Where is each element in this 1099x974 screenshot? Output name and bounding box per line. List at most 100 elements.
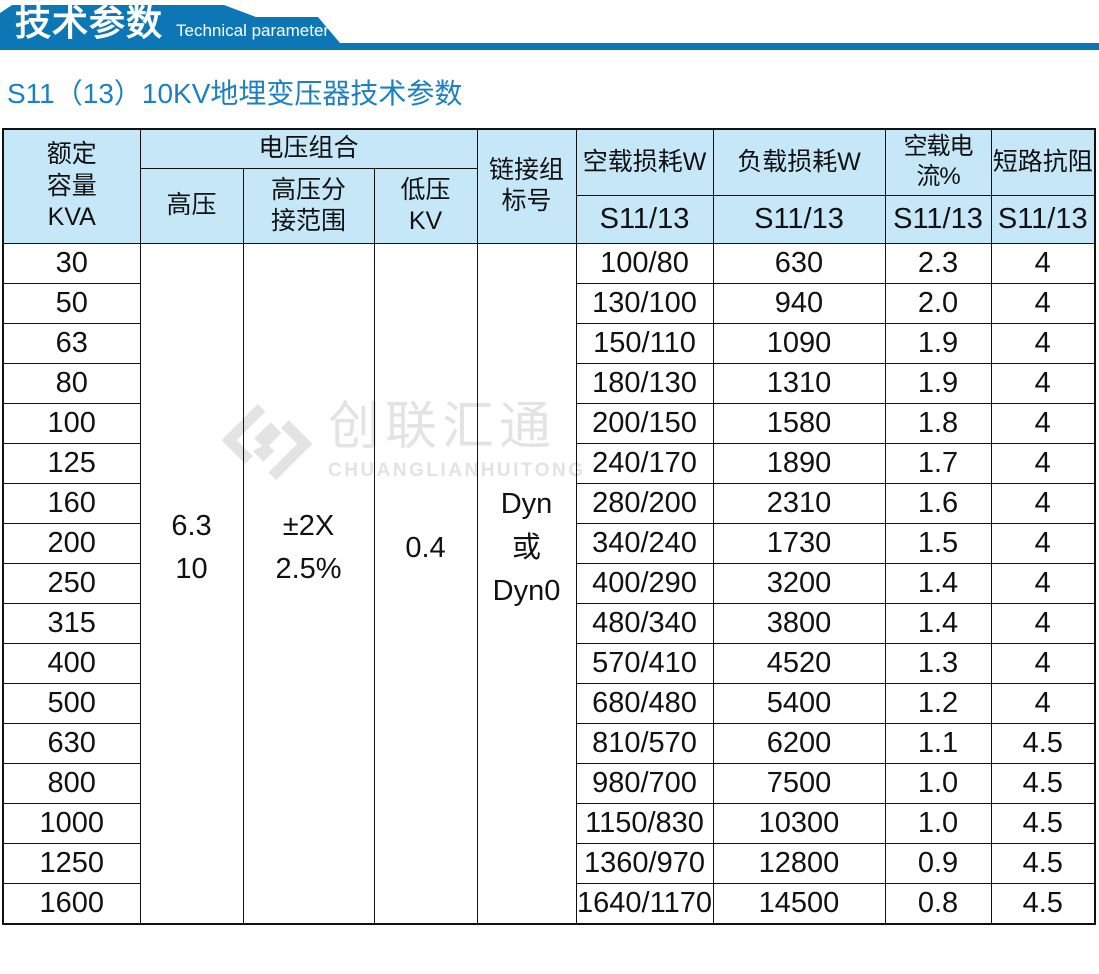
table-row: 315 480/340 3800 1.4 4: [2, 603, 1096, 645]
cell-no-load-loss: 480/340: [575, 603, 714, 645]
cell-capacity: 1600: [2, 883, 141, 925]
table-container: 创联汇通 CHUANGLIANHUITONG 额定 容量 KVA 电压组合 链接…: [2, 127, 1099, 925]
cell-load-loss: 7500: [712, 763, 886, 805]
cell-capacity: 250: [2, 563, 141, 605]
cell-no-load-current: 1.0: [884, 763, 992, 805]
cell-load-loss: 10300: [712, 803, 886, 845]
cell-no-load-loss: 280/200: [575, 483, 714, 525]
cell-capacity: 63: [2, 323, 141, 365]
cell-no-load-current: 2.3: [884, 243, 992, 285]
cell-impedance: 4: [990, 563, 1096, 605]
table-body: 30 6.3 10 ±2X 2.5% 0.4 Dyn 或 Dyn0 100/80 630 2.…: [2, 243, 1096, 925]
header-no-load-current: 空载电流%: [884, 128, 992, 197]
cell-capacity: 630: [2, 723, 141, 765]
cell-capacity: 200: [2, 523, 141, 565]
table-row: 125 240/170 1890 1.7 4: [2, 443, 1096, 485]
cell-no-load-current: 1.4: [884, 563, 992, 605]
cell-capacity: 50: [2, 283, 141, 325]
table-row: 800 980/700 7500 1.0 4.5: [2, 763, 1096, 805]
cell-no-load-loss: 180/130: [575, 363, 714, 405]
cell-capacity: 160: [2, 483, 141, 525]
cell-no-load-current: 1.8: [884, 403, 992, 445]
cell-no-load-loss: 680/480: [575, 683, 714, 725]
cell-no-load-loss: 810/570: [575, 723, 714, 765]
cell-impedance: 4: [990, 243, 1096, 285]
cell-capacity: 100: [2, 403, 141, 445]
cell-impedance: 4.5: [990, 843, 1096, 885]
header-model-load-loss: S11/13: [712, 195, 886, 245]
cell-load-loss: 1090: [712, 323, 886, 365]
cell-capacity: 1250: [2, 843, 141, 885]
cell-impedance: 4: [990, 323, 1096, 365]
header-model-impedance: S11/13: [990, 195, 1096, 245]
cell-load-loss: 5400: [712, 683, 886, 725]
cell-no-load-current: 1.4: [884, 603, 992, 645]
section-banner: 技术参数 Technical parameter: [0, 5, 1099, 50]
cell-load-loss: 630: [712, 243, 886, 285]
cell-load-loss: 12800: [712, 843, 886, 885]
cell-impedance: 4: [990, 683, 1096, 725]
cell-no-load-current: 1.6: [884, 483, 992, 525]
cell-no-load-loss: 240/170: [575, 443, 714, 485]
cell-load-loss: 14500: [712, 883, 886, 925]
page-title: S11（13）10KV地埋变压器技术参数: [7, 78, 463, 109]
table-row: 160 280/200 2310 1.6 4: [2, 483, 1096, 525]
cell-impedance: 4: [990, 523, 1096, 565]
cell-load-loss: 3200: [712, 563, 886, 605]
cell-capacity: 80: [2, 363, 141, 405]
cell-no-load-current: 1.5: [884, 523, 992, 565]
header-hv-tap: 高压分 接范围: [242, 168, 375, 245]
cell-lv-value: 0.4: [373, 243, 478, 925]
table-row: 1000 1150/830 10300 1.0 4.5: [2, 803, 1096, 845]
cell-no-load-loss: 980/700: [575, 763, 714, 805]
cell-no-load-loss: 130/100: [575, 283, 714, 325]
cell-no-load-loss: 570/410: [575, 643, 714, 685]
cell-capacity: 315: [2, 603, 141, 645]
cell-no-load-loss: 1150/830: [575, 803, 714, 845]
cell-impedance: 4: [990, 483, 1096, 525]
cell-impedance: 4.5: [990, 723, 1096, 765]
cell-no-load-loss: 340/240: [575, 523, 714, 565]
cell-no-load-current: 1.9: [884, 323, 992, 365]
cell-load-loss: 2310: [712, 483, 886, 525]
cell-impedance: 4: [990, 443, 1096, 485]
cell-no-load-current: 1.2: [884, 683, 992, 725]
cell-load-loss: 1310: [712, 363, 886, 405]
cell-no-load-current: 2.0: [884, 283, 992, 325]
cell-no-load-loss: 400/290: [575, 563, 714, 605]
cell-load-loss: 940: [712, 283, 886, 325]
cell-impedance: 4: [990, 363, 1096, 405]
cell-no-load-current: 0.9: [884, 843, 992, 885]
cell-load-loss: 4520: [712, 643, 886, 685]
header-model-no-load-loss: S11/13: [575, 195, 714, 245]
cell-capacity: 1000: [2, 803, 141, 845]
banner-subtitle-en: Technical parameter: [176, 21, 330, 40]
cell-no-load-loss: 200/150: [575, 403, 714, 445]
cell-impedance: 4: [990, 643, 1096, 685]
header-no-load-loss: 空载损耗W: [575, 128, 714, 197]
cell-hv-value: 6.3 10: [139, 243, 244, 925]
cell-no-load-current: 1.1: [884, 723, 992, 765]
cell-no-load-current: 1.7: [884, 443, 992, 485]
table-row: 30 6.3 10 ±2X 2.5% 0.4 Dyn 或 Dyn0 100/80 630 2.…: [2, 243, 1096, 925]
cell-impedance: 4.5: [990, 883, 1096, 925]
cell-impedance: 4: [990, 603, 1096, 645]
cell-no-load-loss: 150/110: [575, 323, 714, 365]
cell-no-load-current: 1.0: [884, 803, 992, 845]
table-row: 630 810/570 6200 1.1 4.5: [2, 723, 1096, 765]
cell-no-load-current: 1.3: [884, 643, 992, 685]
cell-capacity: 125: [2, 443, 141, 485]
table-row: 100 200/150 1580 1.8 4: [2, 403, 1096, 445]
cell-impedance: 4.5: [990, 803, 1096, 845]
cell-capacity: 400: [2, 643, 141, 685]
cell-capacity: 500: [2, 683, 141, 725]
cell-impedance: 4: [990, 403, 1096, 445]
header-model-no-load-current: S11/13: [884, 195, 992, 245]
table-row: 200 340/240 1730 1.5 4: [2, 523, 1096, 565]
header-hv: 高压: [139, 168, 244, 245]
cell-load-loss: 1890: [712, 443, 886, 485]
header-lv: 低压 KV: [373, 168, 478, 245]
cell-no-load-current: 1.9: [884, 363, 992, 405]
header-voltage-combo: 电压组合: [139, 128, 478, 170]
